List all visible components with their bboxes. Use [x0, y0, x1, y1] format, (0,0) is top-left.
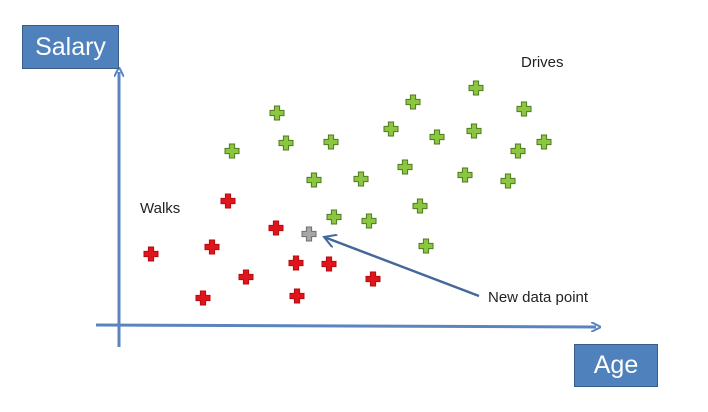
drives-point [383, 121, 399, 137]
drives-point [326, 209, 342, 225]
drives-point [224, 143, 240, 159]
walks-point [365, 271, 381, 287]
walks-point [204, 239, 220, 255]
drives-point [418, 238, 434, 254]
walks-point [289, 288, 305, 304]
drives-point [278, 135, 294, 151]
drives-point [536, 134, 552, 150]
drives-point [468, 80, 484, 96]
walks-point [143, 246, 159, 262]
drives-point [457, 167, 473, 183]
walks-point [268, 220, 284, 236]
age-axis-label: Age [574, 344, 658, 387]
drives-group-label: Drives [521, 54, 564, 71]
walks-point [238, 269, 254, 285]
drives-point [466, 123, 482, 139]
new-data-point [301, 226, 317, 242]
drives-point [361, 213, 377, 229]
drives-point [405, 94, 421, 110]
drives-point [500, 173, 516, 189]
drives-point [353, 171, 369, 187]
walks-group-label: Walks [140, 200, 181, 217]
drives-point [269, 105, 285, 121]
walks-point [288, 255, 304, 271]
drives-point [397, 159, 413, 175]
drives-point [306, 172, 322, 188]
drives-point [516, 101, 532, 117]
drives-point [323, 134, 339, 150]
drives-point [510, 143, 526, 159]
salary-axis-label: Salary [22, 25, 119, 69]
drives-point [429, 129, 445, 145]
new-data-point-label: New data point [488, 289, 589, 306]
walks-point [220, 193, 236, 209]
drives-point [412, 198, 428, 214]
walks-point [195, 290, 211, 306]
walks-point [321, 256, 337, 272]
x-axis [95, 325, 596, 327]
new-point-arrow [324, 237, 480, 298]
